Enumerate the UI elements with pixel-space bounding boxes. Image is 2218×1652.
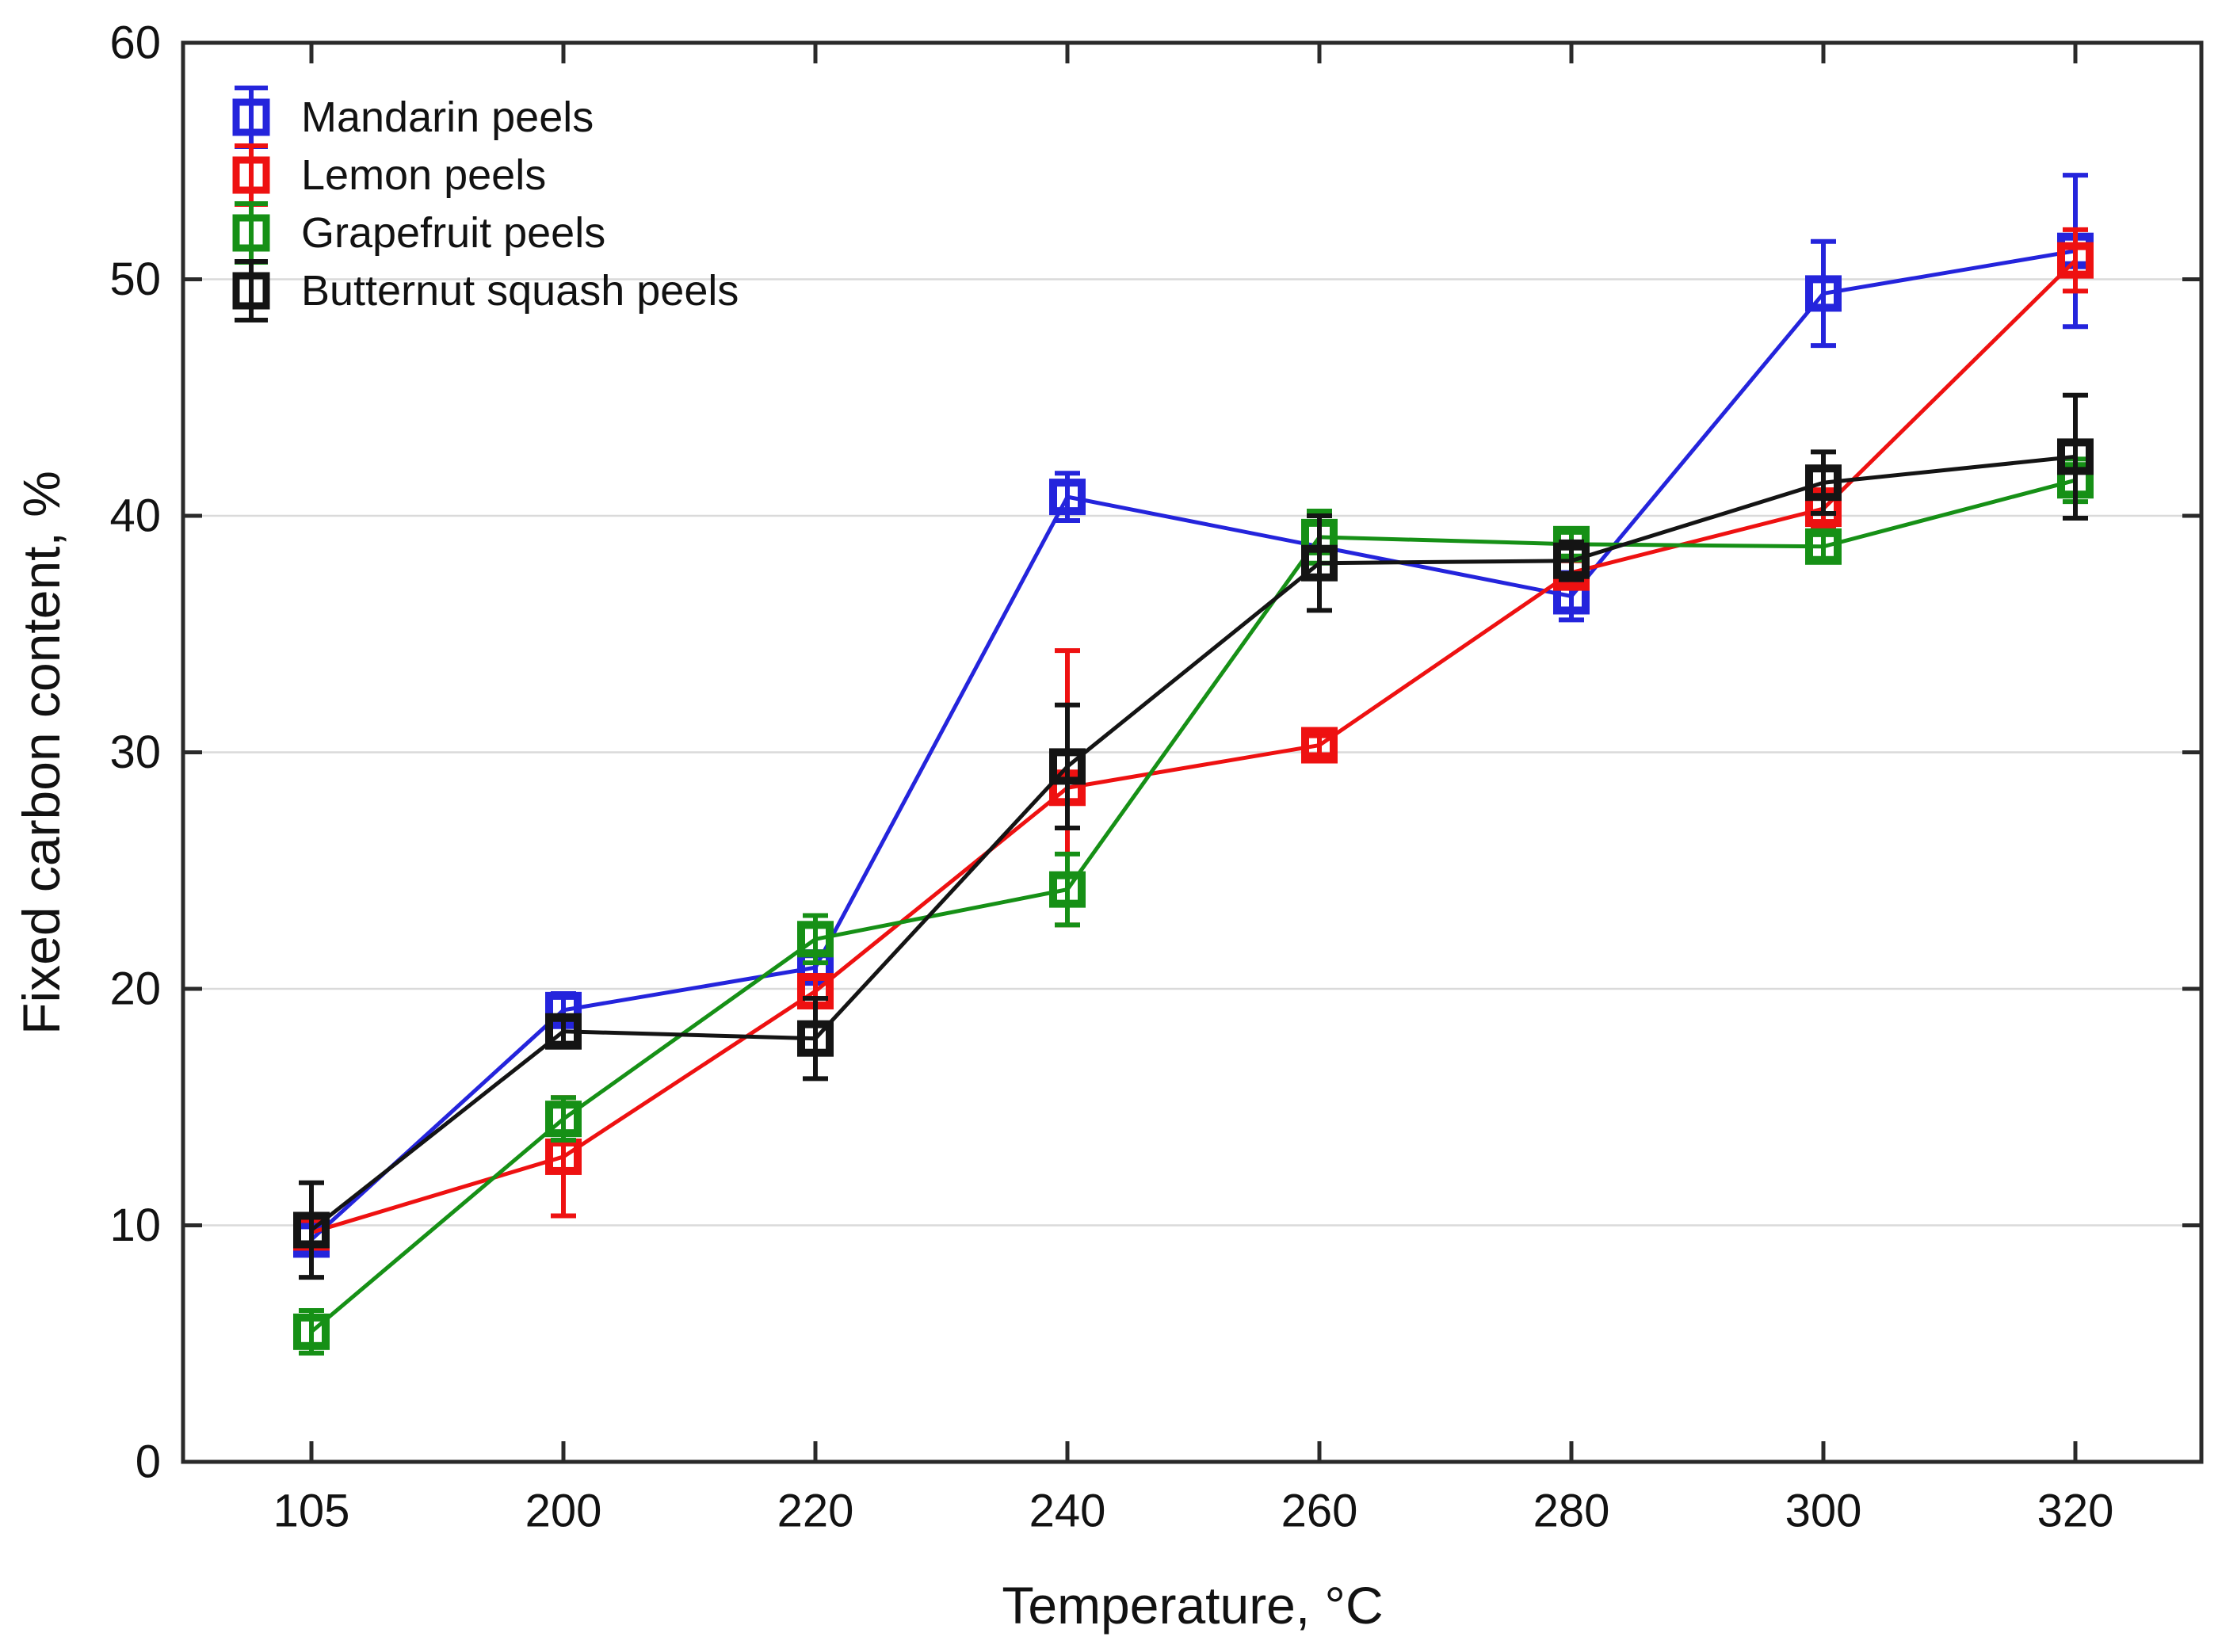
gridlines [185, 278, 2200, 1227]
y-tick-label-60: 60 [109, 17, 161, 69]
legend-item-lemon-peels: Lemon peels [232, 143, 546, 207]
y-tick-label-20: 20 [109, 963, 161, 1015]
y-tick-label-10: 10 [109, 1200, 161, 1251]
series-line-butternut-squash-peels [310, 454, 2076, 1232]
legend-item-mandarin-peels: Mandarin peels [232, 86, 594, 149]
legend-label: Grapefruit peels [301, 209, 605, 257]
y-tick-label-50: 50 [109, 254, 161, 305]
legend-marker-icon [232, 156, 270, 194]
data-point-marker [797, 1020, 834, 1057]
series-grapefruit-peels [293, 456, 2094, 1356]
x-tick-label-260: 260 [1281, 1486, 1358, 1537]
axis-titles: Temperature, °C Fixed carbon content, % [12, 471, 1384, 1635]
data-series [293, 173, 2094, 1356]
data-point-marker [797, 921, 834, 958]
legend: Mandarin peels Lemon peels Grapefruit peel… [232, 86, 739, 322]
legend-marker-icon [232, 214, 270, 252]
series-line-mandarin-peels [310, 249, 2076, 1242]
data-point-marker [1049, 479, 1086, 516]
x-tick-label-320: 320 [2037, 1486, 2114, 1537]
data-point-marker [1049, 871, 1086, 908]
legend-item-grapefruit-peels: Grapefruit peels [232, 201, 605, 265]
y-tick-label-30: 30 [109, 727, 161, 778]
data-point-marker [1553, 542, 1590, 579]
x-tick-label-280: 280 [1533, 1486, 1610, 1537]
data-point-marker [2057, 438, 2094, 475]
tick-labels: 0 10 20 30 40 50 60 105 200 220 240 260 280 300 320 [109, 17, 2113, 1537]
series-line-lemon-peels [311, 258, 2077, 1234]
data-point-marker [1805, 464, 1842, 502]
x-axis-title: Temperature, °C [1002, 1576, 1383, 1635]
data-point-marker [545, 1013, 582, 1050]
data-point-marker [293, 1313, 330, 1350]
x-tick-label-200: 200 [525, 1486, 602, 1537]
axis-ticks [183, 40, 2201, 1464]
y-tick-label-40: 40 [109, 490, 161, 542]
data-point-marker [1301, 544, 1338, 582]
data-point-marker [2057, 242, 2094, 279]
data-point-marker [1049, 748, 1086, 785]
legend-label: Lemon peels [301, 151, 546, 199]
y-tick-label-0: 0 [136, 1436, 161, 1488]
x-tick-label-240: 240 [1029, 1486, 1106, 1537]
legend-label: Mandarin peels [301, 93, 594, 141]
data-point-marker [293, 1211, 330, 1249]
series-butternut-squash-peels [293, 392, 2094, 1280]
legend-item-butternut-squash-peels: Butternut squash peels [232, 259, 739, 322]
legend-marker-icon [232, 98, 270, 136]
x-tick-label-220: 220 [777, 1486, 854, 1537]
series-lemon-peels [293, 227, 2094, 1251]
data-point-marker [545, 1101, 582, 1138]
y-axis-title: Fixed carbon content, % [12, 471, 71, 1035]
data-point-marker [1805, 275, 1842, 312]
data-point-marker [1805, 528, 1842, 565]
legend-marker-icon [232, 272, 270, 310]
series-line-grapefruit-peels [310, 478, 2076, 1333]
data-point-marker [1301, 727, 1338, 764]
x-tick-label-300: 300 [1785, 1486, 1862, 1537]
x-tick-label-105: 105 [273, 1486, 350, 1537]
legend-label: Butternut squash peels [301, 267, 739, 315]
